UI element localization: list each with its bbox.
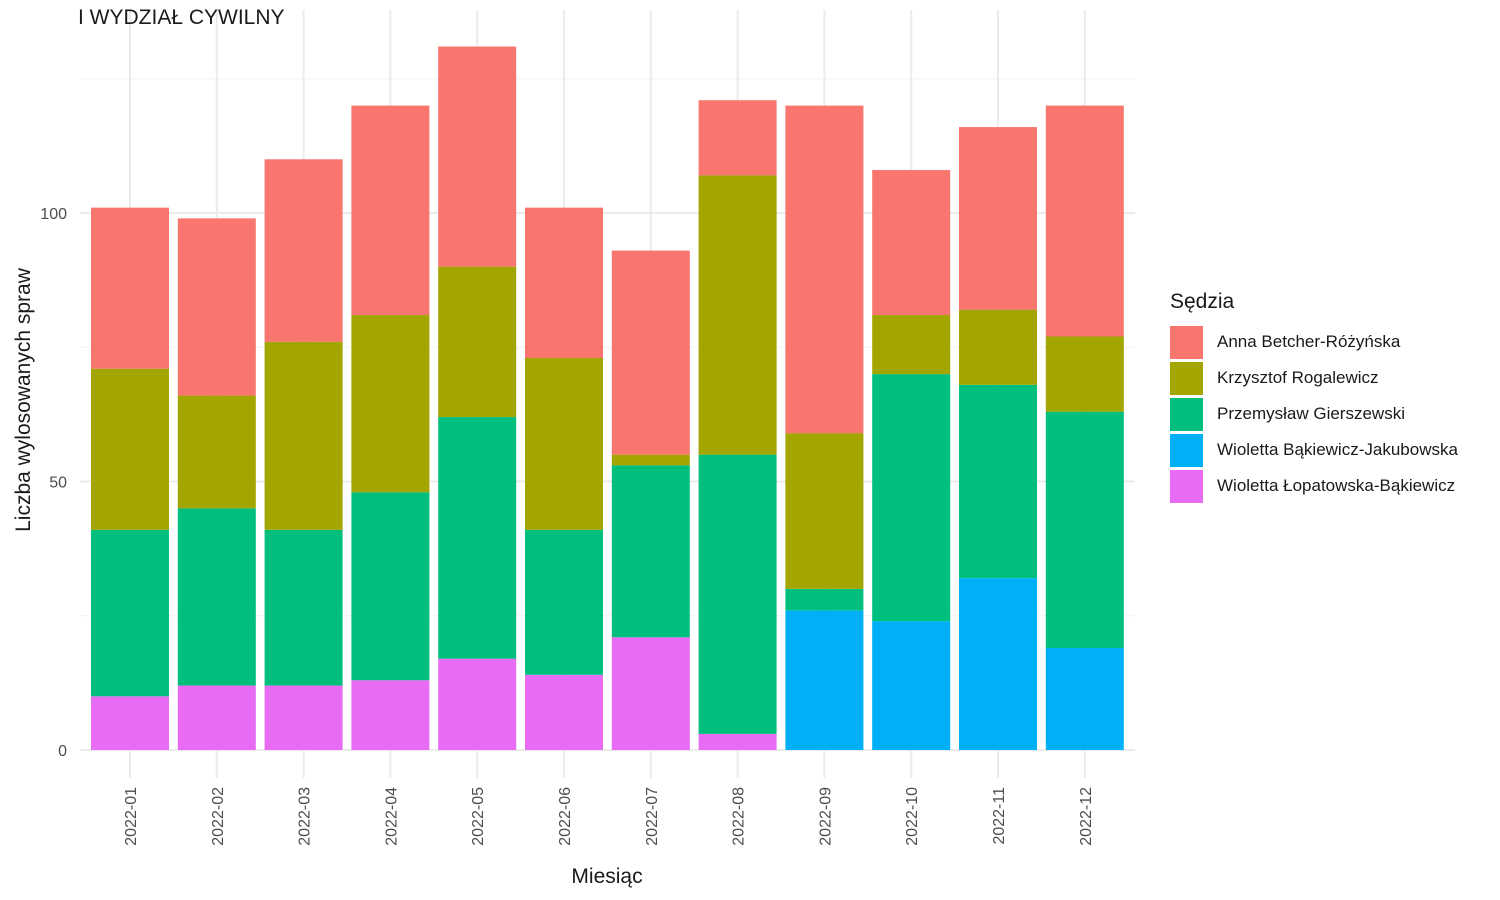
x-tick-label: 2022-07: [644, 787, 661, 846]
x-tick-label: 2022-09: [817, 787, 834, 846]
x-axis-label: Miesiąc: [571, 865, 643, 888]
legend-key: [1170, 397, 1203, 431]
bar-segment: [611, 250, 690, 455]
bar-segment: [177, 218, 256, 396]
bar-segment: [525, 674, 603, 750]
x-tick-label: 2022-03: [297, 787, 314, 846]
legend-label: Anna Betcher-Różyńska: [1217, 332, 1401, 351]
bar-segment: [438, 658, 517, 750]
bar-segment: [611, 465, 690, 638]
bar-segment: [785, 610, 864, 750]
legend-label: Krzysztof Rogalewicz: [1217, 368, 1379, 387]
bar-segment: [438, 46, 517, 267]
bar-segment: [1045, 411, 1124, 648]
bar-segment: [351, 680, 430, 750]
legend-label: Wioletta Łopatowska-Bąkiewicz: [1217, 476, 1456, 495]
legend-key: [1170, 433, 1203, 467]
x-tick-label: 2022-05: [470, 787, 487, 846]
x-tick-label: 2022-06: [557, 787, 574, 846]
y-tick-labels: 0 50 100: [40, 206, 67, 760]
legend-item: Anna Betcher-Różyńska: [1170, 324, 1458, 360]
legend-item: Przemysław Gierszewski: [1170, 396, 1458, 432]
bar-segment: [91, 207, 169, 369]
bar-segment: [91, 696, 169, 750]
legend-key: [1170, 469, 1203, 503]
x-tick-label: 2022-04: [383, 787, 400, 846]
bar-segment: [177, 685, 256, 750]
y-tick-label: 50: [49, 475, 67, 492]
bar-segment: [177, 395, 256, 509]
bar-segment: [264, 341, 343, 530]
bar-segment: [872, 315, 951, 375]
x-tick-labels: 2022-01 2022-02 2022-03 2022-04 2022-05 2022-…: [123, 787, 1095, 846]
bar-segment: [785, 105, 864, 434]
bar-segment: [525, 207, 603, 358]
bar-segment: [611, 637, 690, 750]
bar-segment: [872, 170, 951, 316]
legend-items: Anna Betcher-Różyńska Krzysztof Rogalewic…: [1170, 324, 1458, 504]
bar-segment: [438, 417, 517, 659]
bar-segment: [1045, 336, 1124, 412]
bar-segment: [698, 454, 777, 734]
bar-segment: [264, 159, 343, 342]
bar-segment: [1045, 105, 1124, 337]
bar-segment: [785, 588, 864, 611]
chart-title: I WYDZIAŁ CYWILNY: [78, 6, 285, 29]
legend-key: [1170, 325, 1203, 359]
bar-segment: [959, 309, 1037, 385]
bar-segment: [91, 368, 169, 530]
bar-segment: [872, 374, 951, 622]
x-tick-label: 2022-01: [123, 787, 140, 846]
x-tick-label: 2022-02: [210, 787, 227, 846]
y-tick-label: 100: [40, 206, 67, 223]
legend-item: Wioletta Łopatowska-Bąkiewicz: [1170, 468, 1458, 504]
bar-segment: [959, 578, 1037, 750]
bar-segment: [611, 454, 690, 466]
bar-segment: [351, 105, 430, 316]
legend-item: Krzysztof Rogalewicz: [1170, 360, 1458, 396]
legend-title: Sędzia: [1170, 290, 1235, 313]
legend-item: Wioletta Bąkiewicz-Jakubowska: [1170, 432, 1458, 468]
bars-layer: [91, 46, 1124, 750]
bar-segment: [698, 100, 777, 176]
bar-segment: [351, 492, 430, 681]
bar-segment: [525, 357, 603, 530]
bar-segment: [1045, 647, 1124, 750]
x-tick-label: 2022-11: [991, 787, 1008, 845]
legend-key: [1170, 361, 1203, 395]
bar-segment: [525, 529, 603, 675]
x-tick-label: 2022-12: [1078, 787, 1095, 846]
bar-segment: [698, 175, 777, 455]
bar-segment: [698, 733, 777, 750]
bar-segment: [264, 529, 343, 686]
legend-label: Wioletta Bąkiewicz-Jakubowska: [1217, 440, 1458, 459]
x-tick-label: 2022-10: [904, 787, 921, 846]
bar-segment: [177, 508, 256, 686]
bar-segment: [959, 384, 1037, 579]
bar-segment: [91, 529, 169, 697]
legend-label: Przemysław Gierszewski: [1217, 404, 1405, 423]
legend: Sędzia Anna Betcher-Różyńska Krzysztof Ro…: [1170, 290, 1458, 504]
bar-segment: [785, 433, 864, 589]
bar-segment: [872, 621, 951, 750]
bar-segment: [438, 266, 517, 418]
y-tick-label: 0: [58, 743, 67, 760]
x-tick-label: 2022-08: [731, 787, 748, 846]
bar-segment: [264, 685, 343, 750]
bar-segment: [351, 315, 430, 493]
bar-segment: [959, 127, 1037, 310]
y-axis-label: Liczba wylosowanych spraw: [12, 268, 35, 532]
